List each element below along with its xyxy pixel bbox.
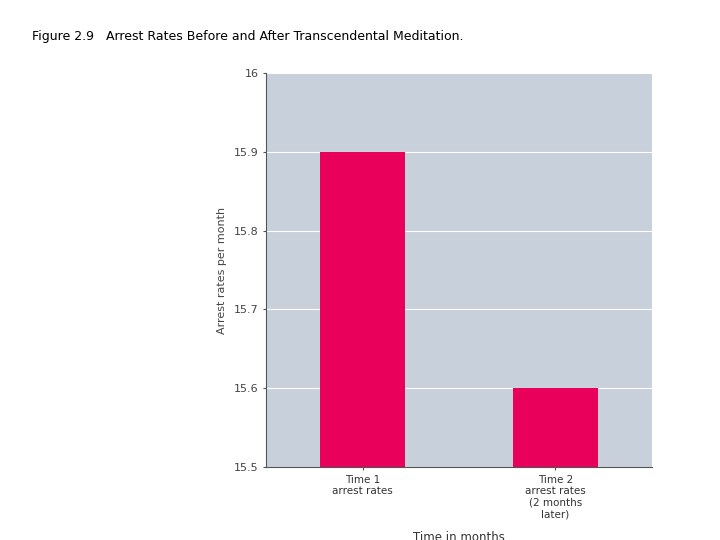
Y-axis label: Arrest rates per month: Arrest rates per month [217, 206, 227, 334]
Bar [320, 152, 405, 467]
Text: ALWAYS LEARNING: ALWAYS LEARNING [14, 505, 109, 515]
Bar [513, 388, 598, 467]
Text: Figure 2.9   Arrest Rates Before and After Transcendental Meditation.: Figure 2.9 Arrest Rates Before and After… [32, 30, 464, 43]
Text: Understanding Psychology: from Inquiry to Understanding , Third Edition
Lillenfe: Understanding Psychology: from Inquiry t… [130, 501, 436, 520]
X-axis label: Time in months: Time in months [413, 531, 505, 540]
Text: PEARSON: PEARSON [589, 506, 698, 524]
